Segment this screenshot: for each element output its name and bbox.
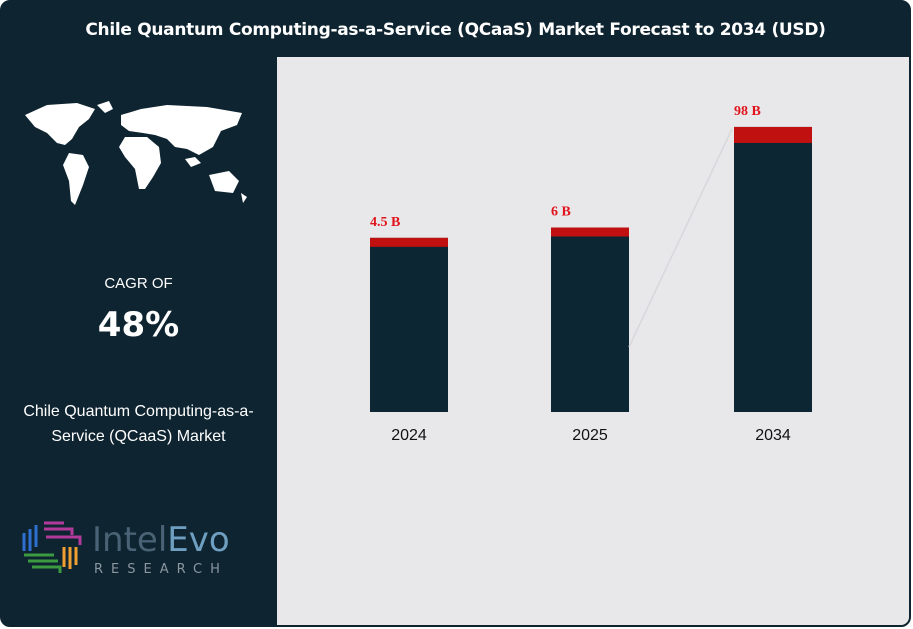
svg-text:IntelEvo: IntelEvo bbox=[92, 520, 230, 560]
bar-2024 bbox=[370, 237, 448, 412]
x-tick-2034: 2034 bbox=[755, 427, 791, 444]
x-tick-2025: 2025 bbox=[572, 427, 608, 444]
bar-2034 bbox=[734, 126, 812, 413]
bar-cap-2025 bbox=[551, 227, 629, 237]
data-label-2024: 4.5 B bbox=[370, 215, 400, 230]
x-tick-2024: 2024 bbox=[391, 427, 427, 444]
chart-title: Chile Quantum Computing-as-a-Service (QC… bbox=[85, 19, 826, 40]
bar-2025 bbox=[551, 227, 629, 412]
market-name: Chile Quantum Computing-as-a-Service (QC… bbox=[23, 403, 254, 445]
intelevo-logo: IntelEvo RESEARCH bbox=[22, 520, 230, 577]
chart-area: 4.5 B 2024 6 B 2025 98 B 2034 bbox=[277, 57, 909, 625]
bar-chart: 4.5 B 2024 6 B 2025 98 B 2034 bbox=[370, 104, 812, 444]
data-label-2025: 6 B bbox=[551, 204, 571, 219]
world-map-icon bbox=[25, 101, 247, 205]
data-label-2034: 98 B bbox=[734, 104, 761, 119]
bar-cap-2034 bbox=[734, 126, 812, 143]
bar-cap-2024 bbox=[370, 237, 448, 247]
cagr-value: 48% bbox=[97, 305, 180, 345]
left-panel: CAGR OF 48% Chile Quantum Computing-as-a… bbox=[2, 57, 275, 625]
svg-text:RESEARCH: RESEARCH bbox=[94, 562, 228, 577]
trend-line bbox=[628, 128, 733, 348]
cagr-label: CAGR OF bbox=[104, 275, 173, 292]
